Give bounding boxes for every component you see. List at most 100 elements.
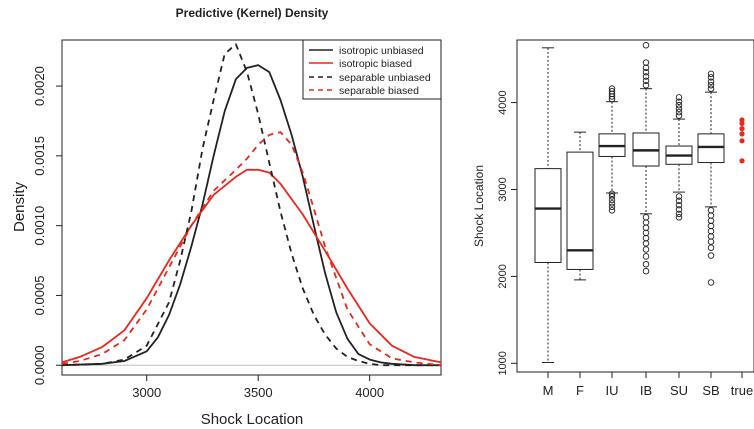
y-tick-label: 1000 [497,351,509,375]
boxplot-chart: 1000 2000 3000 4000 M F IU IB SU SB true Shock Lo… [472,39,754,398]
density-curve [61,64,441,367]
outlier [642,41,650,49]
box-marks [534,41,745,363]
outlier [707,78,715,85]
outlier [707,74,715,81]
true-point [739,158,745,164]
outlier [707,212,715,219]
plot-frame [516,39,754,373]
outlier [675,193,683,200]
legend-label: separable biased [339,85,419,97]
y-tick-label: 0.0000 [32,345,47,385]
y-axis-label: Density [11,181,28,232]
x-axis: 3000 3500 4000 [132,375,384,400]
y-tick-label: 0.0005 [32,276,47,316]
outlier [642,240,650,247]
outlier [608,193,616,200]
density-curve [61,131,442,367]
outlier [642,73,650,80]
outlier [707,207,715,214]
x-tick-label: 4000 [355,385,384,400]
true-point [739,117,745,123]
x-axis-label: Shock Location [201,411,304,428]
outlier [642,246,650,253]
legend: isotropic unbiased isotropic biased sepa… [302,39,442,100]
legend-label: isotropic unbiased [339,45,424,57]
legend-entry: separable biased [309,85,419,97]
outlier [675,105,683,112]
outlier [707,81,715,89]
outlier [642,68,650,76]
legend-entry: isotropic unbiased [309,45,424,57]
y-axis: 0.0000 0.0005 0.0010 0.0015 0.0020 [32,66,62,385]
outlier [675,214,683,221]
x-tick-label: 3000 [132,385,161,400]
outlier [707,238,715,245]
outlier [642,77,650,85]
outlier [675,108,683,116]
box [697,70,725,286]
density-chart: Predictive (Kernel) Density 0.0000 0.0005… [11,6,442,428]
box [598,85,626,214]
y-tick-label: 2000 [497,264,509,288]
true-point [739,138,745,144]
outlier [675,210,683,218]
outlier [608,88,616,95]
x-axis: M F IU IB SU SB true [543,372,753,398]
y-tick-label: 3000 [497,177,509,201]
outlier [707,70,715,78]
outlier [608,200,616,207]
outlier [675,94,683,101]
y-axis-label: Shock Location [472,165,486,247]
box-body [566,151,594,270]
outlier [707,279,715,286]
outlier [642,219,650,226]
outlier [642,260,650,268]
density-curve [61,168,442,364]
x-tick-label: SU [670,383,688,398]
outlier [675,206,683,213]
chart-title: Predictive (Kernel) Density [176,6,329,20]
outlier [675,101,683,109]
y-tick-label: 0.0010 [32,206,47,246]
legend-label: separable unbiased [339,72,431,84]
box [566,131,594,281]
legend-label: isotropic biased [339,58,412,70]
y-axis: 1000 2000 3000 4000 [497,90,517,376]
outlier [608,196,616,204]
box [632,41,660,275]
outlier [675,112,683,119]
y-tick-label: 4000 [497,90,509,114]
x-tick-label: IU [606,383,619,398]
true-point [739,126,745,132]
legend-entry: isotropic biased [309,58,412,70]
x-tick-label: M [543,383,554,398]
y-tick-label: 0.0020 [32,66,47,106]
x-tick-label: IB [640,383,652,398]
density-curve [61,43,441,367]
box-body [534,168,562,263]
outlier [608,190,616,198]
outlier [642,229,650,237]
outlier [608,85,616,92]
x-tick-label: 3500 [244,385,273,400]
outlier [707,233,715,240]
outlier [707,222,715,230]
outlier [642,214,650,221]
outlier [707,252,715,259]
true-point [739,131,745,137]
legend-entry: separable unbiased [309,72,431,84]
outlier [675,197,683,205]
outlier [642,267,650,275]
outlier [608,203,616,211]
outlier [707,217,715,225]
outlier [707,85,715,92]
box-body [697,133,725,164]
box [665,94,693,221]
outlier [675,98,683,105]
x-tick-label: true [731,383,753,398]
x-tick-label: SB [702,383,719,398]
outlier [675,201,683,209]
outlier [707,227,715,235]
